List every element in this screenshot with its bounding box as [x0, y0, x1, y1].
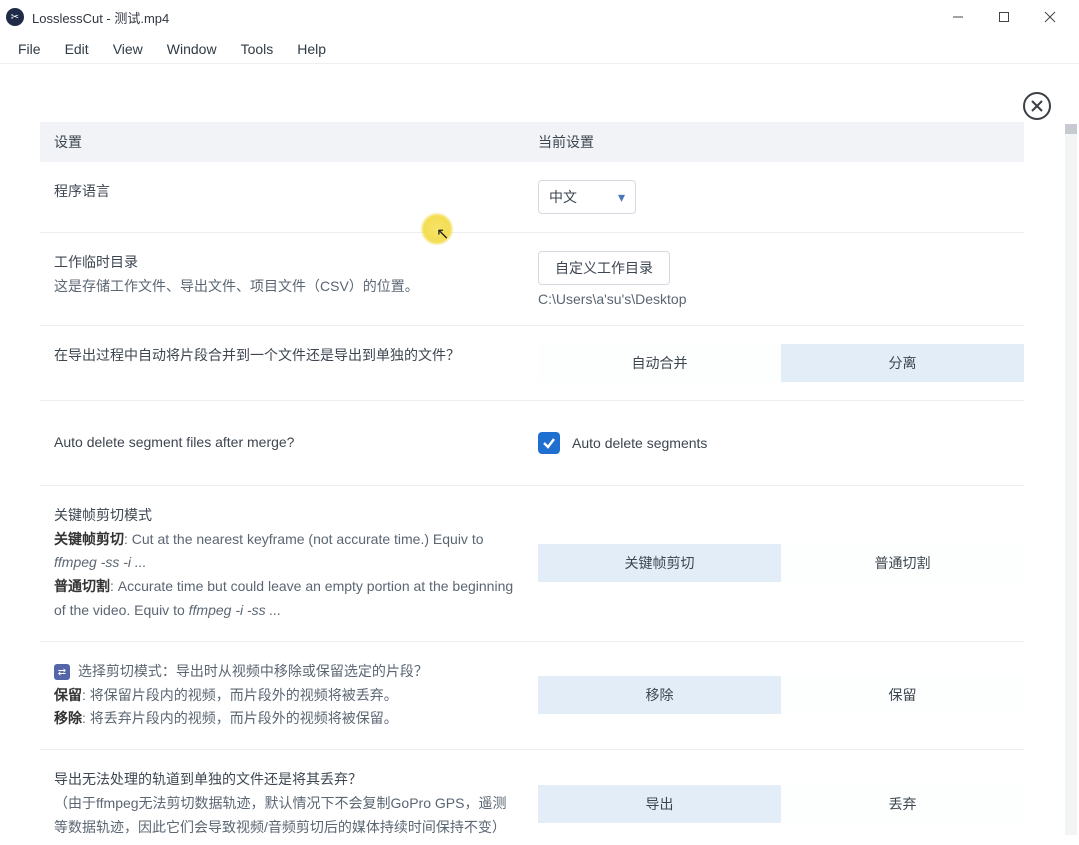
cutmode-option-remove[interactable]: 移除	[538, 676, 781, 714]
keyframe-option-keyframe[interactable]: 关键帧剪切	[538, 544, 781, 582]
vertical-scrollbar[interactable]	[1065, 124, 1077, 835]
close-icon	[1044, 11, 1056, 23]
kf-b2: 普通切割	[54, 578, 110, 594]
header-current: 当前设置	[532, 132, 1024, 152]
cm-t1: : 将保留片段内的视频，而片段外的视频将被丢弃。	[82, 687, 398, 703]
menu-window[interactable]: Window	[157, 37, 227, 61]
cutmode-lead-wrap: ⇄ 选择剪切模式：导出时从视频中移除或保留选定的片段？	[54, 660, 518, 684]
cm-b1: 保留	[54, 687, 82, 703]
keyframe-option-normal[interactable]: 普通切割	[781, 544, 1024, 582]
cutmode-segmented: 移除 保留	[538, 676, 1024, 714]
settings-body: 设置 当前设置 程序语言 中文 ▾ 工作临时目录 这是存储工作文件、导出文件、项…	[0, 64, 1079, 845]
menu-edit[interactable]: Edit	[55, 37, 99, 61]
tracks-label: 导出无法处理的轨道到单独的文件还是将其丢弃？	[54, 768, 518, 792]
app-icon: ✂	[6, 8, 24, 26]
row-workdir: 工作临时目录 这是存储工作文件、导出文件、项目文件（CSV）的位置。 自定义工作…	[40, 233, 1024, 326]
row-merge: 在导出过程中自动将片段合并到一个文件还是导出到单独的文件？ 自动合并 分离	[40, 326, 1024, 401]
menu-view[interactable]: View	[103, 37, 153, 61]
cm-t2: : 将丢弃片段内的视频，而片段外的视频将被保留。	[82, 710, 398, 726]
tracks-option-export[interactable]: 导出	[538, 785, 781, 823]
menu-file[interactable]: File	[8, 37, 51, 61]
language-value: 中文	[549, 187, 577, 207]
custom-workdir-button[interactable]: 自定义工作目录	[538, 251, 670, 285]
settings-header: 设置 当前设置	[40, 122, 1024, 162]
row-keyframe: 关键帧剪切模式 关键帧剪切: Cut at the nearest keyfra…	[40, 486, 1024, 642]
merge-option-separate[interactable]: 分离	[781, 344, 1024, 382]
kf-t2: : Accurate time but could leave an empty…	[54, 578, 513, 618]
menu-tools[interactable]: Tools	[231, 37, 284, 61]
keyframe-line2: 普通切割: Accurate time but could leave an e…	[54, 575, 518, 623]
keyframe-line1: 关键帧剪切: Cut at the nearest keyframe (not …	[54, 528, 518, 576]
minimize-icon	[952, 11, 964, 23]
label-language: 程序语言	[40, 180, 532, 214]
custom-workdir-label: 自定义工作目录	[555, 258, 653, 278]
cutmode-line1: 保留: 将保留片段内的视频，而片段外的视频将被丢弃。	[54, 684, 518, 708]
tracks-option-discard[interactable]: 丢弃	[781, 785, 1024, 823]
minimize-button[interactable]	[935, 0, 981, 34]
autodelete-label: Auto delete segments	[572, 435, 707, 451]
maximize-icon	[998, 11, 1010, 23]
check-icon	[542, 436, 556, 450]
row-tracks: 导出无法处理的轨道到单独的文件还是将其丢弃？ （由于ffmpeg无法剪切数据轨迹…	[40, 750, 1024, 845]
scrollbar-thumb[interactable]	[1065, 124, 1077, 134]
keyframe-title: 关键帧剪切模式	[54, 504, 518, 528]
tracks-desc: （由于ffmpeg无法剪切数据轨迹，默认情况下不会复制GoPro GPS，遥测等…	[54, 792, 518, 840]
label-autodelete: Auto delete segment files after merge?	[40, 431, 532, 455]
merge-segmented: 自动合并 分离	[538, 344, 1024, 382]
cutmode-line2: 移除: 将丢弃片段内的视频，而片段外的视频将被保留。	[54, 707, 518, 731]
row-cutmode: ⇄ 选择剪切模式：导出时从视频中移除或保留选定的片段？ 保留: 将保留片段内的视…	[40, 642, 1024, 750]
autodelete-checkbox-wrap[interactable]: Auto delete segments	[538, 432, 707, 454]
label-workdir: 工作临时目录	[54, 251, 518, 275]
merge-option-auto[interactable]: 自动合并	[538, 344, 781, 382]
titlebar: ✂ LosslessCut - 测试.mp4	[0, 0, 1079, 34]
tracks-segmented: 导出 丢弃	[538, 785, 1024, 823]
desc-workdir: 这是存储工作文件、导出文件、项目文件（CSV）的位置。	[54, 275, 518, 299]
row-language: 程序语言 中文 ▾	[40, 162, 1024, 233]
label-merge: 在导出过程中自动将片段合并到一个文件还是导出到单独的文件？	[40, 344, 532, 382]
kf-b1: 关键帧剪切	[54, 531, 124, 547]
kf-t1: : Cut at the nearest keyframe (not accur…	[124, 531, 484, 547]
caret-down-icon: ▾	[618, 189, 625, 206]
invert-icon: ⇄	[54, 664, 70, 680]
row-autodelete: Auto delete segment files after merge? A…	[40, 401, 1024, 486]
maximize-button[interactable]	[981, 0, 1027, 34]
settings-scroll: 设置 当前设置 程序语言 中文 ▾ 工作临时目录 这是存储工作文件、导出文件、项…	[0, 64, 1063, 845]
cutmode-lead: 选择剪切模式：导出时从视频中移除或保留选定的片段？	[74, 663, 428, 679]
menu-help[interactable]: Help	[287, 37, 336, 61]
cutmode-option-keep[interactable]: 保留	[781, 676, 1024, 714]
window-title: LosslessCut - 测试.mp4	[32, 8, 169, 27]
window-controls	[935, 0, 1073, 34]
workdir-path: C:\Users\a'su's\Desktop	[538, 291, 687, 307]
language-select[interactable]: 中文 ▾	[538, 180, 636, 214]
header-setting: 设置	[40, 132, 532, 152]
close-button[interactable]	[1027, 0, 1073, 34]
kf-c2: ffmpeg -i -ss ...	[189, 602, 282, 618]
checkbox-checked-icon	[538, 432, 560, 454]
menubar: File Edit View Window Tools Help	[0, 34, 1079, 64]
keyframe-segmented: 关键帧剪切 普通切割	[538, 544, 1024, 582]
cm-b2: 移除	[54, 710, 82, 726]
kf-c1: ffmpeg -ss -i ...	[54, 554, 147, 570]
